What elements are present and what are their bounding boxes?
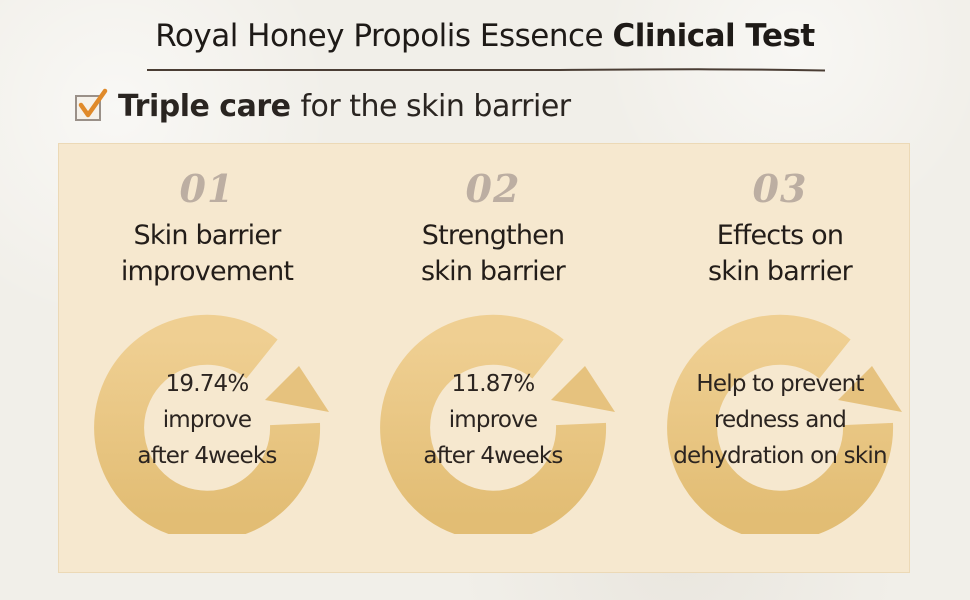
result-text: 11.87% improve after 4weeks: [363, 366, 623, 474]
card-heading-line: Effects on: [716, 220, 844, 251]
circular-arrow-icon: [94, 314, 329, 534]
card-heading-line: skin barrier: [421, 256, 566, 287]
result-text: 19.74% improve after 4weeks: [77, 366, 337, 474]
card-number: 01: [179, 166, 235, 211]
circular-arrow-icon: [380, 314, 615, 534]
result-card-3: 03 Effects on skin barrier Help to preve…: [650, 144, 910, 574]
subheading-regular: for the skin barrier: [300, 88, 571, 124]
subheading: Triple care for the skin barrier: [74, 88, 571, 124]
title-bold: Clinical Test: [612, 18, 816, 54]
title-underline: [147, 68, 825, 72]
result-line: redness and: [713, 407, 847, 433]
card-heading-line: Strengthen: [421, 220, 565, 251]
title-regular: Royal Honey Propolis Essence: [155, 18, 604, 54]
card-number: 02: [465, 166, 521, 211]
card-heading: Effects on skin barrier: [650, 218, 910, 290]
card-heading-line: improvement: [120, 256, 294, 287]
card-number: 03: [752, 166, 808, 211]
card-heading: Skin barrier improvement: [77, 218, 337, 290]
result-line: 11.87%: [451, 371, 536, 397]
result-card-1: 01 Skin barrier improvement 19.74% impro…: [77, 144, 337, 574]
result-text: Help to prevent redness and dehydration …: [650, 366, 910, 474]
subheading-bold: Triple care: [118, 88, 291, 124]
circular-arrow-icon: [667, 314, 902, 534]
clinical-results-panel: 01 Skin barrier improvement 19.74% impro…: [58, 143, 910, 573]
result-card-2: 02 Strengthen skin barrier 11.87% improv…: [363, 144, 623, 574]
result-line: 19.74%: [165, 371, 250, 397]
result-line: after 4weeks: [423, 443, 563, 469]
result-line: Help to prevent: [696, 371, 864, 397]
checkbox-checked-icon: [74, 88, 108, 124]
page-title: Royal Honey Propolis Essence Clinical Te…: [0, 18, 970, 54]
result-line: after 4weeks: [137, 443, 277, 469]
result-line: improve: [448, 407, 538, 433]
result-line: improve: [162, 407, 252, 433]
card-heading-line: skin barrier: [708, 256, 853, 287]
card-heading-line: Skin barrier: [133, 220, 282, 251]
card-heading: Strengthen skin barrier: [363, 218, 623, 290]
result-line: dehydration on skin: [673, 443, 887, 469]
